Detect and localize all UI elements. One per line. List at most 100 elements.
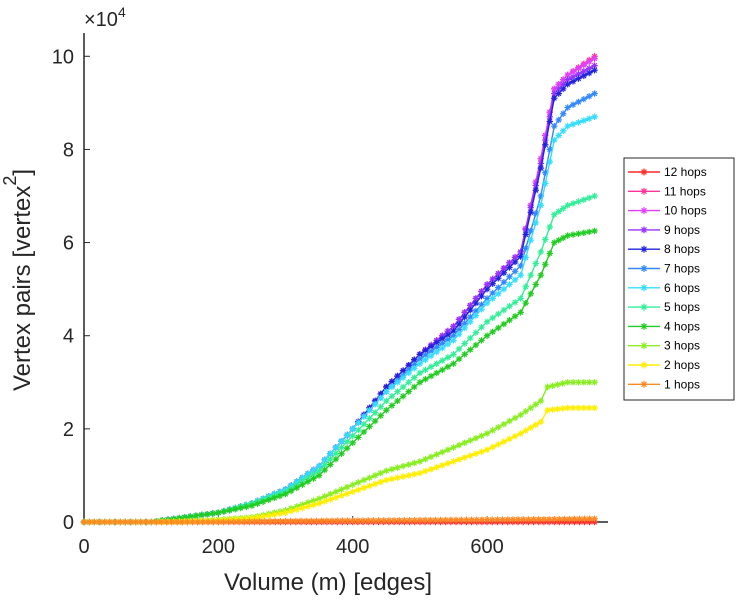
data-point: [422, 366, 429, 374]
data-point: [575, 75, 582, 82]
data-point: [366, 415, 373, 422]
data-point: [287, 507, 295, 515]
data-point: [355, 434, 362, 441]
data-point: [575, 379, 582, 386]
y-axis-label-suffix: ]: [9, 169, 36, 176]
legend-item: 9 hops: [628, 223, 700, 237]
series-11-hops: [80, 53, 598, 526]
data-point: [388, 383, 396, 391]
legend-label: 10 hops: [664, 204, 707, 218]
data-point: [394, 379, 401, 386]
data-point: [495, 424, 502, 431]
data-point: [537, 248, 545, 256]
data-point: [500, 421, 508, 428]
data-point: [495, 324, 502, 332]
data-point: [433, 339, 440, 346]
data-point: [569, 78, 577, 85]
data-point: [554, 381, 561, 388]
data-point: [542, 136, 549, 144]
data-point: [542, 236, 549, 243]
data-point: [265, 496, 272, 504]
data-point: [640, 187, 648, 195]
legend-label: 1 hops: [664, 377, 700, 391]
data-point: [450, 458, 457, 465]
data-point: [483, 332, 491, 339]
data-point: [527, 404, 534, 412]
y-axis-label-main: Vertex pairs [vertex: [9, 186, 36, 391]
data-point: [591, 113, 598, 121]
data-point: [537, 271, 545, 279]
data-point: [580, 379, 588, 386]
series-line: [84, 58, 595, 523]
data-point: [444, 446, 452, 454]
data-point: [546, 223, 553, 231]
data-point: [299, 504, 306, 512]
data-point: [327, 450, 334, 457]
data-point: [220, 518, 227, 526]
data-point: [564, 232, 571, 239]
data-point: [323, 517, 331, 524]
series-line: [84, 92, 595, 523]
data-point: [555, 90, 562, 97]
data-point: [327, 490, 334, 498]
y-tick-label: 6: [63, 233, 74, 255]
legend-label: 5 hops: [664, 300, 700, 314]
data-point: [478, 292, 485, 300]
data-point: [371, 472, 379, 479]
data-point: [422, 455, 429, 463]
data-point: [450, 360, 457, 367]
data-point: [355, 479, 362, 486]
data-point: [478, 448, 485, 455]
data-point: [559, 380, 566, 387]
series-2-hops: [80, 404, 598, 526]
data-point: [343, 490, 351, 497]
data-point: [455, 345, 463, 353]
data-point: [517, 271, 524, 279]
data-point: [640, 207, 648, 215]
data-point: [472, 295, 480, 302]
data-point: [569, 101, 577, 108]
data-point: [560, 85, 567, 93]
legend-label: 6 hops: [664, 281, 700, 295]
data-point: [522, 231, 529, 238]
data-point: [444, 460, 452, 467]
data-point: [575, 98, 582, 106]
data-point: [478, 337, 485, 344]
data-point: [517, 309, 524, 316]
data-point: [561, 515, 568, 523]
data-point: [472, 450, 480, 457]
data-point: [585, 93, 593, 100]
data-point: [569, 121, 577, 128]
data-point: [355, 426, 362, 434]
data-point: [560, 127, 567, 134]
data-point: [472, 341, 480, 349]
data-point: [569, 404, 577, 412]
data-point: [388, 393, 396, 400]
data-point: [640, 245, 648, 253]
data-point: [585, 379, 593, 386]
y-tick-label: 4: [63, 326, 74, 348]
data-point: [517, 262, 524, 270]
data-point: [349, 425, 356, 433]
data-point: [394, 388, 401, 395]
data-point: [506, 435, 513, 443]
data-point: [399, 473, 407, 480]
data-point: [495, 310, 502, 318]
legend-label: 3 hops: [664, 339, 700, 353]
data-point: [450, 444, 457, 451]
legend-items: 12 hops 11 hops 10 hops 9 hops 8 hops 7 hops 6…: [628, 165, 707, 391]
data-point: [380, 517, 387, 524]
data-point: [544, 383, 551, 391]
data-point: [580, 196, 588, 203]
data-point: [532, 401, 539, 408]
data-point: [580, 404, 588, 412]
data-point: [444, 341, 452, 348]
data-point: [315, 472, 323, 479]
data-point: [343, 445, 351, 452]
legend-item: 4 hops: [628, 319, 700, 333]
data-point: [251, 518, 258, 525]
data-point: [569, 231, 577, 238]
y-tick-label: 2: [63, 419, 74, 441]
data-point: [555, 237, 562, 244]
data-point: [569, 379, 577, 386]
